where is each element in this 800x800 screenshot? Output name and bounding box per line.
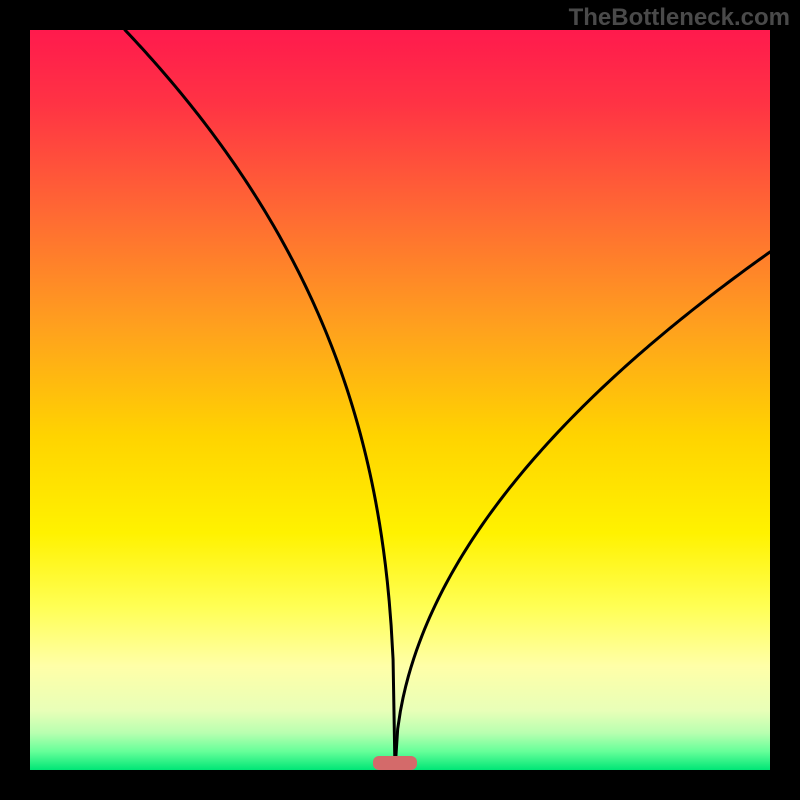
curve-left [125, 30, 395, 770]
curve-right [395, 252, 770, 770]
watermark-text: TheBottleneck.com [569, 4, 790, 32]
plot-area [30, 30, 770, 770]
baseline-marker [373, 756, 417, 770]
bottleneck-curve [30, 30, 770, 770]
